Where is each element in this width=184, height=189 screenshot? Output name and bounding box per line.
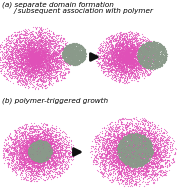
- Text: (a) separate domain formation: (a) separate domain formation: [2, 1, 114, 8]
- Text: (b) polymer-triggered growth: (b) polymer-triggered growth: [2, 97, 108, 104]
- Text: / subsequent association with polymer: / subsequent association with polymer: [14, 8, 154, 14]
